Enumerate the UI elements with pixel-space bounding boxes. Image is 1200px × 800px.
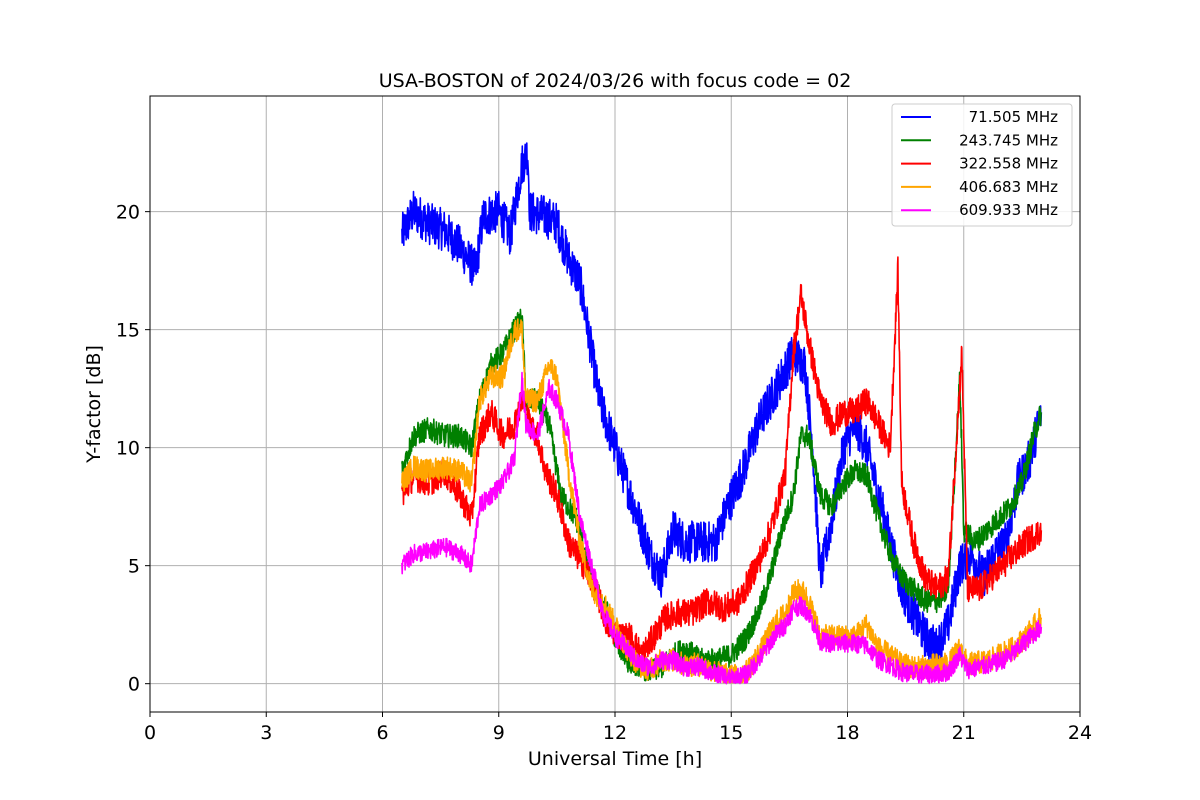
legend-label: 71.505 MHz [969,108,1058,126]
x-tick-label: 15 [719,722,743,744]
y-tick-label: 20 [116,202,140,224]
y-axis-label: Y-factor [dB] [83,345,105,464]
axis-ticks: 0 3 6 9 12 15 18 21 24 0 5 10 15 20 [116,202,1092,744]
series-layer [401,142,1043,685]
x-tick-label: 24 [1068,722,1092,744]
x-tick-label: 9 [493,722,505,744]
legend: 71.505 MHz 243.745 MHz 322.558 MHz 406.683 … [891,103,1073,227]
legend-label: 609.933 MHz [959,201,1058,219]
y-tick-label: 5 [128,556,140,578]
series-line [401,308,1043,682]
x-tick-label: 6 [376,722,388,744]
chart-title: USA-BOSTON of 2024/03/26 with focus code… [379,70,852,92]
x-axis-label: Universal Time [h] [528,748,702,770]
y-tick-label: 15 [116,320,140,342]
series-line [401,256,1043,669]
x-tick-label: 18 [835,722,859,744]
legend-label: 322.558 MHz [959,155,1058,173]
series-line [401,142,1043,670]
legend-box [891,103,1073,227]
x-tick-label: 0 [144,722,156,744]
y-tick-label: 10 [116,438,140,460]
x-tick-label: 3 [260,722,272,744]
x-tick-label: 12 [603,722,627,744]
legend-label: 243.745 MHz [959,131,1058,149]
series-line [401,371,1043,685]
x-tick-label: 21 [952,722,976,744]
y-tick-label: 0 [128,674,140,696]
legend-label: 406.683 MHz [959,178,1058,196]
